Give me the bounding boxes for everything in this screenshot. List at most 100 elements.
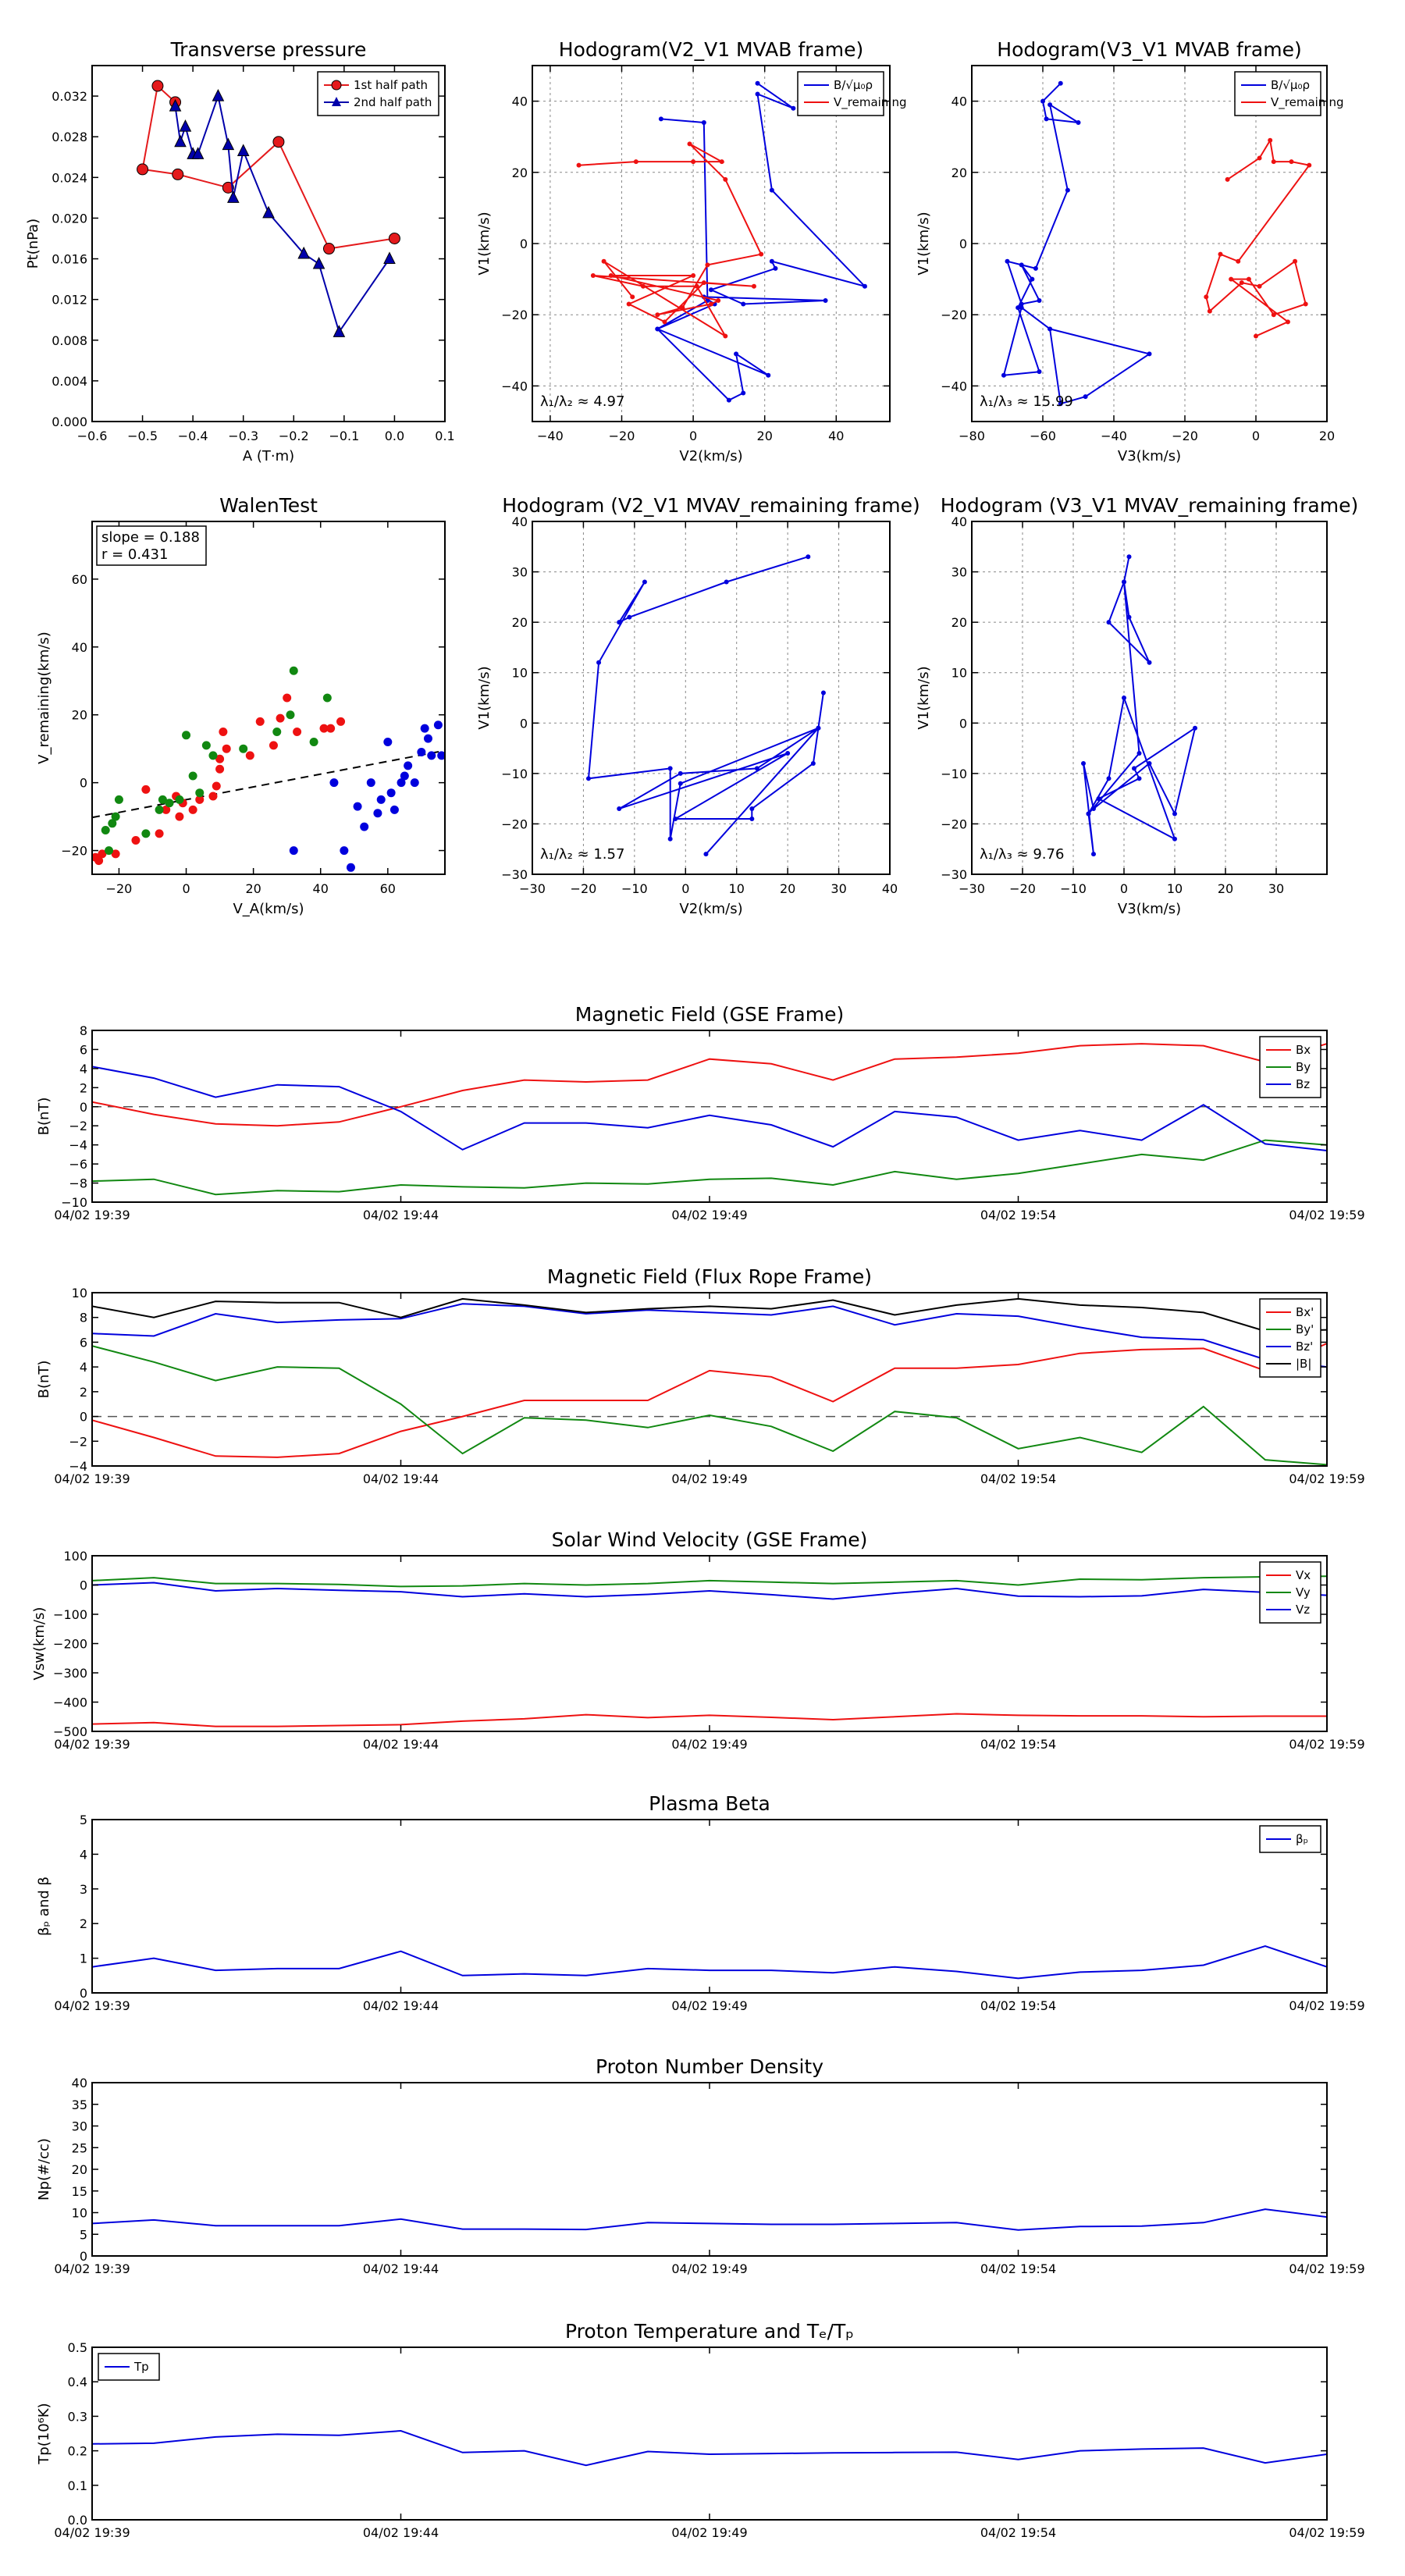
data-point xyxy=(195,788,205,798)
y-tick-label: −4 xyxy=(69,1138,87,1153)
data-point xyxy=(340,846,349,856)
data-point xyxy=(1225,176,1230,182)
data-point xyxy=(749,806,755,812)
plot-area xyxy=(92,666,445,872)
data-point xyxy=(105,846,114,856)
x-tick-label: 04/02 19:44 xyxy=(363,1998,439,2013)
x-tick-label: 04/02 19:54 xyxy=(980,2261,1056,2276)
data-point xyxy=(141,829,151,838)
axes-frame xyxy=(91,65,446,422)
data-point xyxy=(222,181,234,194)
x-tick-label: −30 xyxy=(519,881,546,896)
data-point xyxy=(585,776,591,781)
chart-title: Magnetic Field (Flux Rope Frame) xyxy=(547,1265,872,1288)
data-point xyxy=(1172,836,1177,841)
data-point xyxy=(1091,852,1096,857)
data-point xyxy=(719,159,724,165)
y-tick-label: 40 xyxy=(512,514,528,529)
y-tick-label: 0.008 xyxy=(52,333,87,348)
data-point xyxy=(1257,155,1262,161)
series-line-0 xyxy=(92,1713,1327,1727)
data-point xyxy=(1147,660,1152,665)
data-point xyxy=(1033,265,1038,271)
x-tick-label: −10 xyxy=(1060,881,1087,896)
x-axis-label: V2(km/s) xyxy=(679,448,742,464)
x-tick-label: 20 xyxy=(780,881,795,896)
y-tick-label: 0.3 xyxy=(68,2409,87,2424)
y-tick-label: 20 xyxy=(951,165,967,180)
data-point xyxy=(741,301,746,307)
data-point xyxy=(427,751,436,760)
data-point xyxy=(389,805,399,814)
data-point xyxy=(1019,262,1024,268)
y-tick-label: 0.000 xyxy=(52,415,87,429)
data-point xyxy=(596,660,602,665)
x-tick-label: −0.3 xyxy=(228,429,258,443)
plot-area xyxy=(92,2429,1327,2467)
data-point xyxy=(1285,319,1290,325)
x-tick-label: 04/02 19:39 xyxy=(54,1208,130,1222)
data-point xyxy=(98,849,107,859)
series-line-2 xyxy=(92,1303,1327,1368)
y-tick-label: 2 xyxy=(80,1080,87,1095)
data-point xyxy=(326,724,336,733)
y-tick-label: −30 xyxy=(941,867,967,882)
y-tick-label: 10 xyxy=(512,666,528,681)
data-point xyxy=(201,741,211,750)
x-tick-label: −40 xyxy=(1101,429,1127,443)
data-point xyxy=(131,836,140,845)
data-point xyxy=(1096,796,1101,802)
data-point xyxy=(1204,294,1209,300)
data-point xyxy=(137,163,149,176)
data-point xyxy=(1058,401,1063,407)
data-point xyxy=(322,693,332,703)
y-axis-label: V1(km/s) xyxy=(916,212,932,275)
data-point xyxy=(1132,766,1136,771)
data-point xyxy=(1076,119,1081,125)
x-tick-label: 04/02 19:59 xyxy=(1289,2525,1364,2540)
data-point xyxy=(1126,554,1132,560)
data-point xyxy=(1019,305,1024,311)
annotation-text: λ₁/λ₃ ≈ 15.99 xyxy=(980,393,1073,410)
data-point xyxy=(188,771,197,781)
data-point xyxy=(188,805,197,814)
data-point xyxy=(820,690,826,696)
x-tick-label: 0.1 xyxy=(435,429,454,443)
data-point xyxy=(1236,258,1241,264)
data-point xyxy=(601,258,606,264)
legend xyxy=(1234,71,1321,116)
data-point xyxy=(1016,305,1021,311)
y-tick-label: 0.032 xyxy=(52,89,87,104)
legend-label: Tp xyxy=(133,2360,149,2374)
data-point xyxy=(734,351,739,357)
y-tick-label: 0 xyxy=(520,716,528,731)
x-tick-label: 04/02 19:59 xyxy=(1289,1998,1364,2013)
y-tick-label: 20 xyxy=(512,615,528,630)
data-point xyxy=(114,795,123,804)
data-point xyxy=(1271,159,1276,165)
y-tick-label: 40 xyxy=(72,2076,87,2090)
y-tick-label: −40 xyxy=(501,379,528,393)
data-point xyxy=(617,620,622,625)
x-tick-label: 20 xyxy=(1319,429,1335,443)
x-tick-label: 04/02 19:59 xyxy=(1289,2261,1364,2276)
data-point xyxy=(158,795,167,804)
x-tick-label: 04/02 19:49 xyxy=(671,1998,747,2013)
chart-h1: −40 −20 0 20 40 −40 −20 0 20 40 Hodogram(V2_V1 MVA… xyxy=(476,38,907,464)
data-point xyxy=(151,80,164,92)
chart-title: Magnetic Field (GSE Frame) xyxy=(575,1003,844,1026)
data-point xyxy=(312,256,325,269)
y-tick-label: 15 xyxy=(72,2184,87,2199)
chart-title: WalenTest xyxy=(219,494,318,517)
data-point xyxy=(262,205,275,219)
y-tick-label: 0 xyxy=(80,2249,87,2264)
x-tick-label: 10 xyxy=(729,881,745,896)
y-axis-label: Np(#/cc) xyxy=(36,2138,52,2201)
y-tick-label: 0.028 xyxy=(52,130,87,144)
chart-tp_temp: 0.0 0.1 0.2 0.3 0.4 0.5 04/02 19:39 04/02 19:44… xyxy=(36,2320,1365,2540)
x-tick-label: 04/02 19:39 xyxy=(54,2525,130,2540)
annotation-text: λ₁/λ₂ ≈ 1.57 xyxy=(540,846,624,863)
y-axis-label: V1(km/s) xyxy=(916,666,932,729)
y-tick-label: 6 xyxy=(80,1042,87,1057)
